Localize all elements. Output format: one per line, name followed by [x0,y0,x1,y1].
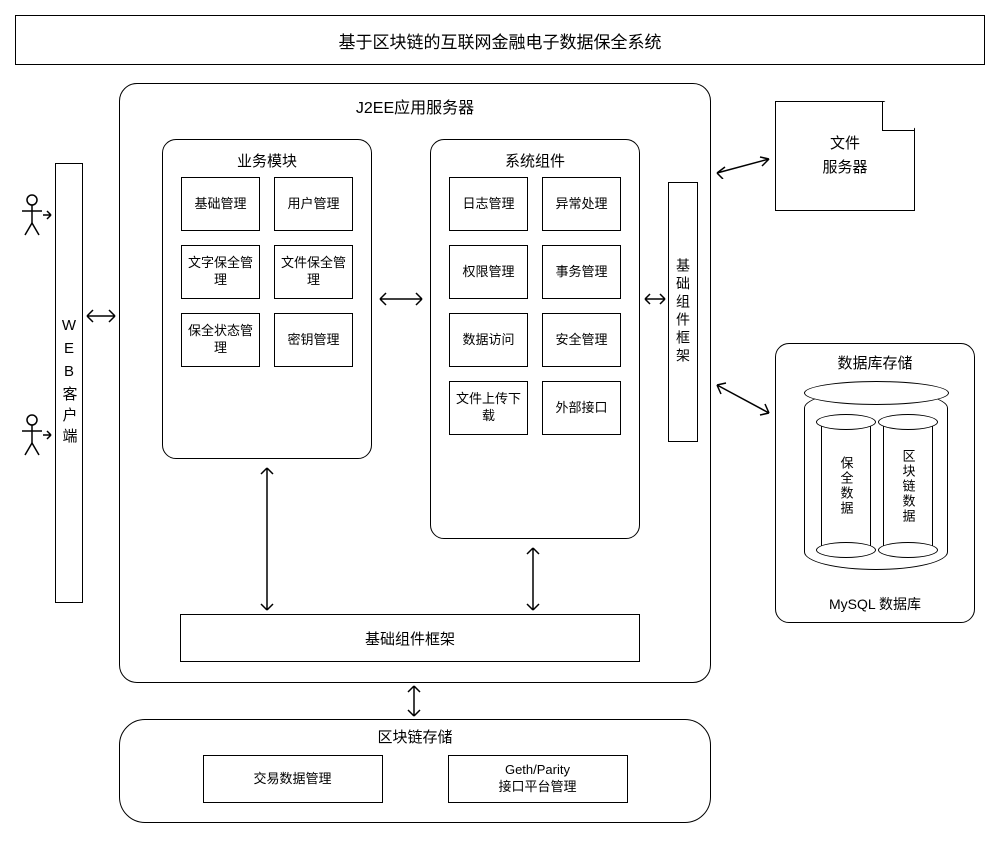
blockchain-title: 区块链存储 [120,726,710,747]
system-title: 基于区块链的互联网金融电子数据保全系统 [15,15,985,65]
biz-title: 业务模块 [163,150,371,171]
base-framework-bottom: 基础组件框架 [180,614,640,662]
double-arrow-icon [642,290,668,308]
system-component: 系统组件 日志管理 异常处理 权限管理 事务管理 数据访问 安全管理 文件上传下… [430,139,640,539]
biz-cell: 文件保全管理 [274,245,353,299]
blockchain-cell: Geth/Parity接口平台管理 [448,755,628,803]
sys-title: 系统组件 [431,150,639,171]
arrow-icon [43,429,57,441]
j2ee-title: J2EE应用服务器 [120,94,710,118]
base-framework-right: 基础组件框架 [668,182,698,442]
sys-cell: 事务管理 [542,245,621,299]
biz-cell: 用户管理 [274,177,353,231]
blockchain-cell: 交易数据管理 [203,755,383,803]
database-storage: 数据库存储 保全数据 区块链数据 MySQL 数据库 [775,343,975,623]
biz-cell: 文字保全管理 [181,245,260,299]
sys-cell: 异常处理 [542,177,621,231]
business-module: 业务模块 基础管理 用户管理 文字保全管理 文件保全管理 保全状态管理 密钥管理 [162,139,372,459]
double-arrow-icon [376,290,426,308]
double-arrow-icon [258,464,276,614]
sys-cell: 权限管理 [449,245,528,299]
main-area: WEB客户端 J2EE应用服务器 业务模块 基础管理 用户管理 文字保全管理 文… [15,83,985,828]
double-arrow-icon [713,379,773,419]
db-cylinder-icon: 保全数据 区块链数据 [804,390,948,570]
db-title: 数据库存储 [776,352,974,373]
db-scroll: 保全数据 [821,421,871,551]
biz-cell: 基础管理 [181,177,260,231]
double-arrow-icon [83,307,119,325]
double-arrow-icon [713,153,773,179]
file-server: 文件服务器 [775,101,915,211]
sys-cell: 文件上传下载 [449,381,528,435]
j2ee-server: J2EE应用服务器 业务模块 基础管理 用户管理 文字保全管理 文件保全管理 保… [119,83,711,683]
web-client: WEB客户端 [55,163,83,603]
mysql-label: MySQL 数据库 [776,594,974,614]
blockchain-storage: 区块链存储 交易数据管理 Geth/Parity接口平台管理 [119,719,711,823]
biz-cell: 密钥管理 [274,313,353,367]
sys-cell: 外部接口 [542,381,621,435]
double-arrow-icon [405,683,423,719]
sys-cell: 安全管理 [542,313,621,367]
biz-cell: 保全状态管理 [181,313,260,367]
arrow-icon [43,209,57,221]
double-arrow-icon [524,544,542,614]
sys-cell: 数据访问 [449,313,528,367]
db-scroll: 区块链数据 [883,421,933,551]
sys-cell: 日志管理 [449,177,528,231]
